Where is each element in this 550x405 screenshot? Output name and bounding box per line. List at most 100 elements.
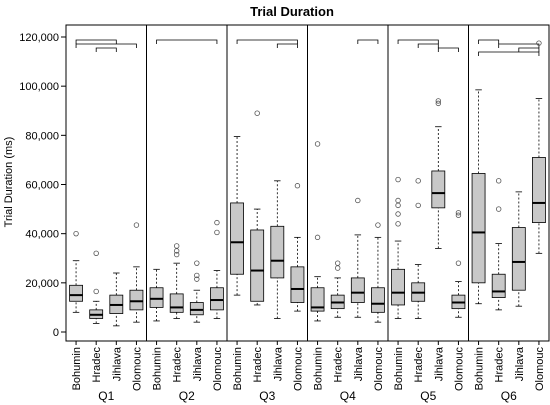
bracket-line (397, 39, 439, 44)
outlier-point (536, 40, 542, 46)
y-tick-label: 0 (53, 327, 59, 339)
iqr-box (189, 302, 204, 316)
outlier-point (355, 197, 361, 204)
outlier-point (435, 98, 442, 104)
panel-q3: Bohumin Hradec Jihlava Olomouc Q3 (226, 25, 304, 403)
outlier-point (455, 260, 462, 266)
box-hradec: Hradec (330, 260, 345, 383)
outlier-point (375, 222, 381, 228)
category-label: Olomouc (534, 347, 546, 392)
iqr-box (230, 202, 244, 275)
significance-bracket (75, 39, 117, 44)
outlier-point (395, 221, 401, 227)
iqr-box (250, 229, 265, 302)
box-hradec: Hradec (169, 243, 184, 382)
significance-bracket (397, 39, 439, 44)
box-hradec: Hradec (89, 250, 103, 383)
panel-label: Q6 (501, 389, 517, 403)
y-tick-label: 100,000 (19, 81, 59, 93)
iqr-box (270, 225, 285, 279)
category-label: Hradec (333, 347, 345, 383)
outlier-point (415, 178, 421, 184)
panel-label: Q5 (420, 389, 436, 403)
significance-bracket (236, 39, 298, 44)
significance-bracket (75, 43, 137, 48)
outlier-point (93, 288, 99, 295)
box-olomouc: Olomouc (129, 222, 143, 391)
box-jihlava: Jihlava (109, 272, 123, 381)
category-label: Hradec (252, 347, 264, 383)
box-olomouc: Olomouc (371, 222, 385, 391)
box-jihlava: Jihlava (270, 180, 285, 381)
iqr-box (391, 268, 405, 306)
box-hradec: Hradec (411, 178, 425, 382)
category-label: Jihlava (433, 346, 445, 381)
chart-title: Trial Duration (250, 4, 334, 19)
box-hradec: Hradec (491, 178, 506, 382)
panel-label: Q1 (98, 389, 114, 403)
box-jihlava: Jihlava (511, 191, 526, 381)
iqr-box (210, 287, 224, 311)
category-label: Olomouc (212, 347, 224, 392)
box-bohumin: Bohumin (471, 89, 486, 390)
category-label: Olomouc (292, 347, 304, 392)
bracket-line (156, 39, 218, 44)
outlier-point (495, 206, 502, 212)
box-hradec: Hradec (250, 110, 265, 383)
iqr-box (169, 293, 184, 313)
significance-bracket (156, 39, 218, 44)
panel-q1: Bohumin Hradec Jihlava Olomouc Q1 (69, 39, 143, 403)
outlier-point (194, 276, 200, 282)
plot-frame (65, 24, 550, 342)
outlier-point (214, 229, 220, 236)
outlier-point (455, 210, 462, 216)
iqr-box (431, 170, 446, 209)
iqr-box (491, 273, 506, 298)
category-label: Jihlava (514, 346, 526, 381)
category-label: Bohumin (71, 347, 83, 390)
outlier-point (435, 100, 442, 107)
category-label: Bohumin (474, 347, 486, 390)
outlier-point (314, 234, 321, 241)
bracket-line (437, 47, 459, 52)
panel-q4: Bohumin Hradec Jihlava Olomouc Q4 (307, 25, 385, 403)
significance-bracket (478, 51, 540, 56)
bracket-line (518, 47, 540, 52)
bracket-line (478, 51, 540, 56)
box-jihlava: Jihlava (189, 260, 204, 381)
category-label: Jihlava (272, 346, 284, 381)
panel-label: Q2 (179, 389, 195, 403)
outlier-point (294, 183, 301, 189)
outlier-point (254, 110, 260, 116)
outlier-point (194, 272, 200, 279)
category-label: Olomouc (453, 347, 465, 392)
iqr-box (371, 287, 385, 313)
outlier-point (194, 260, 200, 266)
category-label: Hradec (91, 347, 103, 383)
iqr-box (310, 287, 325, 312)
panels: Bohumin Hradec Jihlava Olomouc Q1 Bohumin Hrad… (69, 25, 546, 403)
box-olomouc: Olomouc (210, 219, 224, 392)
box-olomouc: Olomouc (532, 40, 546, 392)
category-label: Jihlava (192, 346, 204, 381)
significance-bracket (357, 39, 379, 44)
panel-q6: Bohumin Hradec Jihlava Olomouc Q6 (468, 25, 546, 403)
box-bohumin: Bohumin (149, 268, 164, 390)
y-axis-label: Trial Duration (ms) (3, 137, 15, 228)
outlier-point (334, 260, 341, 266)
category-label: Jihlava (111, 346, 123, 381)
category-label: Bohumin (152, 347, 164, 390)
significance-bracket (276, 43, 298, 48)
iqr-box (149, 287, 164, 308)
iqr-box (532, 157, 546, 224)
outlier-point (395, 197, 401, 204)
outlier-point (395, 202, 401, 209)
panel-label: Q3 (259, 389, 275, 403)
outlier-point (214, 219, 220, 226)
iqr-box (511, 227, 526, 291)
bracket-line (75, 43, 137, 48)
box-jihlava: Jihlava (350, 197, 365, 381)
significance-bracket (518, 47, 540, 52)
box-bohumin: Bohumin (230, 136, 244, 390)
panel-q2: Bohumin Hradec Jihlava Olomouc Q2 (146, 25, 224, 403)
